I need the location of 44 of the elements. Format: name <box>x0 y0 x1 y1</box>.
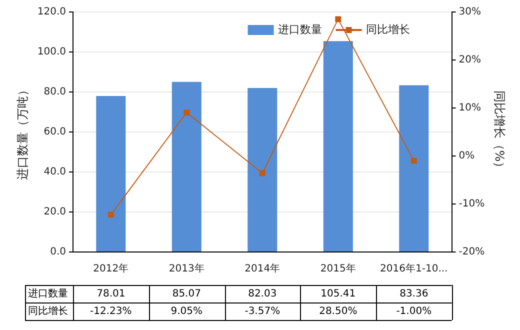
x-tick-label: 2013年 <box>168 262 204 275</box>
bar <box>399 85 429 252</box>
x-tick-label: 2012年 <box>93 262 129 275</box>
y-tick-label: 60.0 <box>44 126 66 138</box>
y-tick-label: 100.0 <box>37 46 66 58</box>
y2-tick-label: -10% <box>458 198 485 210</box>
y2-tick-label: 30% <box>458 6 481 18</box>
text: 进口数量 <box>28 288 68 300</box>
point <box>259 170 266 176</box>
y-tick-label: 0.0 <box>50 246 66 258</box>
data-label: 85.07 <box>172 288 201 300</box>
legend-label: 进口数量 <box>278 22 322 36</box>
x-tick-label: 2016年1-10... <box>380 262 448 275</box>
x-tick-label: 2014年 <box>244 262 280 275</box>
point <box>335 16 342 22</box>
data-label: -12.23% <box>90 306 132 317</box>
y2-tick-label: -20% <box>458 246 485 258</box>
y2-axis-title: 同比增长（%） <box>492 90 507 174</box>
data-label: 83.36 <box>400 288 428 300</box>
data-label: 105.41 <box>320 288 356 300</box>
point <box>108 212 114 218</box>
y2-tick-label: 0% <box>458 150 475 162</box>
data-label: 28.50% <box>319 306 358 317</box>
data-label: -3.57% <box>244 306 280 317</box>
y2-tick-label: 20% <box>458 54 481 66</box>
y-axis-title: 进口数量（万吨） <box>15 84 30 180</box>
x-tick-label: 2015年 <box>320 262 356 275</box>
y-tick-label: 80.0 <box>44 86 66 98</box>
text: 同比增长 <box>28 306 68 317</box>
bar <box>96 96 126 252</box>
y2-tick-label: 10% <box>458 102 481 114</box>
bar <box>248 88 278 252</box>
y-tick-label: 20.0 <box>44 206 66 218</box>
bar <box>323 41 353 252</box>
y-tick-label: 40.0 <box>44 166 66 178</box>
bar <box>172 82 202 252</box>
data-label: 9.05% <box>170 306 203 317</box>
data-label: -1.00% <box>396 306 432 317</box>
point <box>184 110 190 116</box>
point <box>410 158 417 164</box>
data-label: 82.03 <box>248 288 277 300</box>
data-label: 78.01 <box>96 288 126 300</box>
y-tick-label: 120.0 <box>37 6 66 18</box>
legend-label: 同比增长 <box>366 22 410 36</box>
